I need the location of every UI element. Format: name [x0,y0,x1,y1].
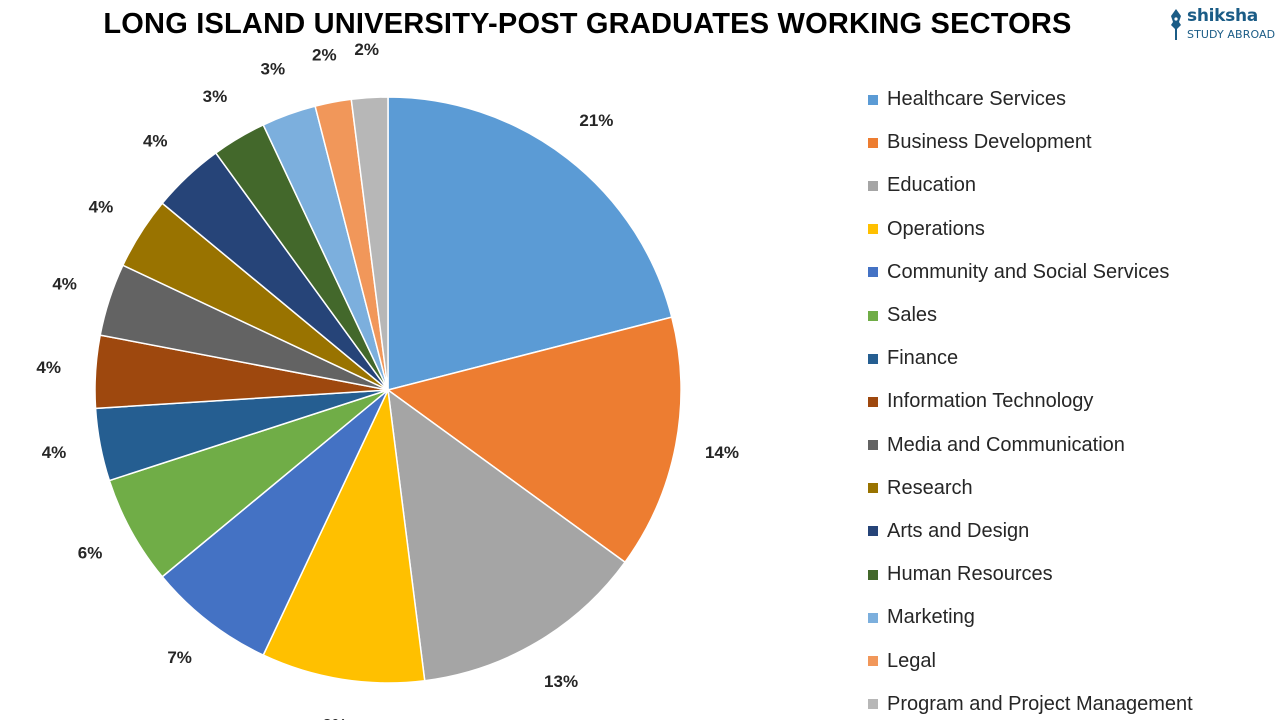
legend-label: Education [887,174,976,197]
data-label-operations: 9% [323,715,348,720]
legend-swatch [868,353,878,364]
data-label-program-and-project-management: 2% [354,40,379,59]
legend-swatch [868,94,878,105]
data-label-finance: 4% [42,443,67,462]
legend-item: Operations [868,208,1268,251]
data-label-media-and-communication: 4% [52,274,77,293]
legend-item: Community and Social Services [868,251,1268,294]
legend-item: Marketing [868,596,1268,639]
legend-item: Legal [868,639,1268,682]
legend-item: Business Development [868,121,1268,164]
data-label-marketing: 3% [261,60,286,79]
legend-label: Information Technology [887,390,1094,413]
legend-swatch [868,612,878,623]
legend-item: Arts and Design [868,510,1268,553]
legend-swatch [868,569,878,580]
pie-slice-community-and-social-services [161,389,389,657]
legend-item: Human Resources [868,553,1268,596]
pie-slice-healthcare-services [387,96,673,391]
data-label-arts-and-design: 4% [143,132,168,151]
data-label-business-development: 14% [705,443,739,462]
data-label-education: 13% [544,672,578,691]
legend-label: Operations [887,217,985,240]
legend-swatch [868,224,878,235]
legend-swatch [868,699,878,710]
legend-item: Education [868,164,1268,207]
pen-nib-icon [1171,9,1181,40]
legend-label: Program and Project Management [887,692,1193,715]
pie-data-labels: 21% 14% 13% 9% 7% 6% 4% 4% 4% 4% 4% 3% 3% 2% 2% [36,40,739,720]
legend-label: Media and Communication [887,433,1125,456]
legend-label: Research [887,476,973,499]
legend-label: Arts and Design [887,519,1030,542]
legend-item: Finance [868,337,1268,380]
logo-name: shiksha [1187,6,1258,26]
legend-swatch [868,656,878,667]
data-label-community-and-social-services: 7% [167,648,192,667]
legend-swatch [868,440,878,451]
pie-chart: 21% 14% 13% 9% 7% 6% 4% 4% 4% 4% 4% 3% 3% 2% 2% [36,40,739,720]
data-label-sales: 6% [78,543,103,562]
logo-tagline: STUDY ABROAD [1187,28,1276,41]
legend-label: Business Development [887,131,1092,154]
data-label-healthcare-services: 21% [579,111,613,130]
pie-slice-program-and-project-management [350,96,389,391]
pie-slice-education [387,388,627,682]
pie-slices [94,96,682,684]
data-label-human-resources: 3% [203,87,228,106]
legend-item: Program and Project Management [868,683,1268,726]
legend-label: Healthcare Services [887,88,1066,111]
chart-title: LONG ISLAND UNIVERSITY-POST GRADUATES WO… [103,8,1072,40]
legend-swatch [868,483,878,494]
legend-swatch [868,396,878,407]
legend-label: Sales [887,304,938,327]
data-label-information-technology: 4% [36,358,61,377]
legend-label: Legal [887,649,936,672]
legend-swatch [868,137,878,148]
legend-swatch [868,267,878,278]
legend-swatch [868,180,878,191]
legend-swatch [868,310,878,321]
pie-slice-operations [262,387,426,684]
legend-label: Finance [887,347,959,370]
data-label-research: 4% [89,197,114,216]
legend-label: Community and Social Services [887,260,1170,283]
pie-slice-business-development [386,316,682,564]
chart-legend: Healthcare Services Business Development E… [868,78,1268,726]
legend-item: Research [868,467,1268,510]
legend-item: Sales [868,294,1268,337]
legend-item: Media and Communication [868,424,1268,467]
legend-swatch [868,526,878,537]
legend-label: Human Resources [887,563,1053,586]
legend-label: Marketing [887,606,975,629]
data-label-legal: 2% [312,46,337,65]
legend-item: Information Technology [868,380,1268,423]
shiksha-logo[interactable]: shiksha STUDY ABROAD [1168,6,1278,46]
legend-item: Healthcare Services [868,78,1268,121]
